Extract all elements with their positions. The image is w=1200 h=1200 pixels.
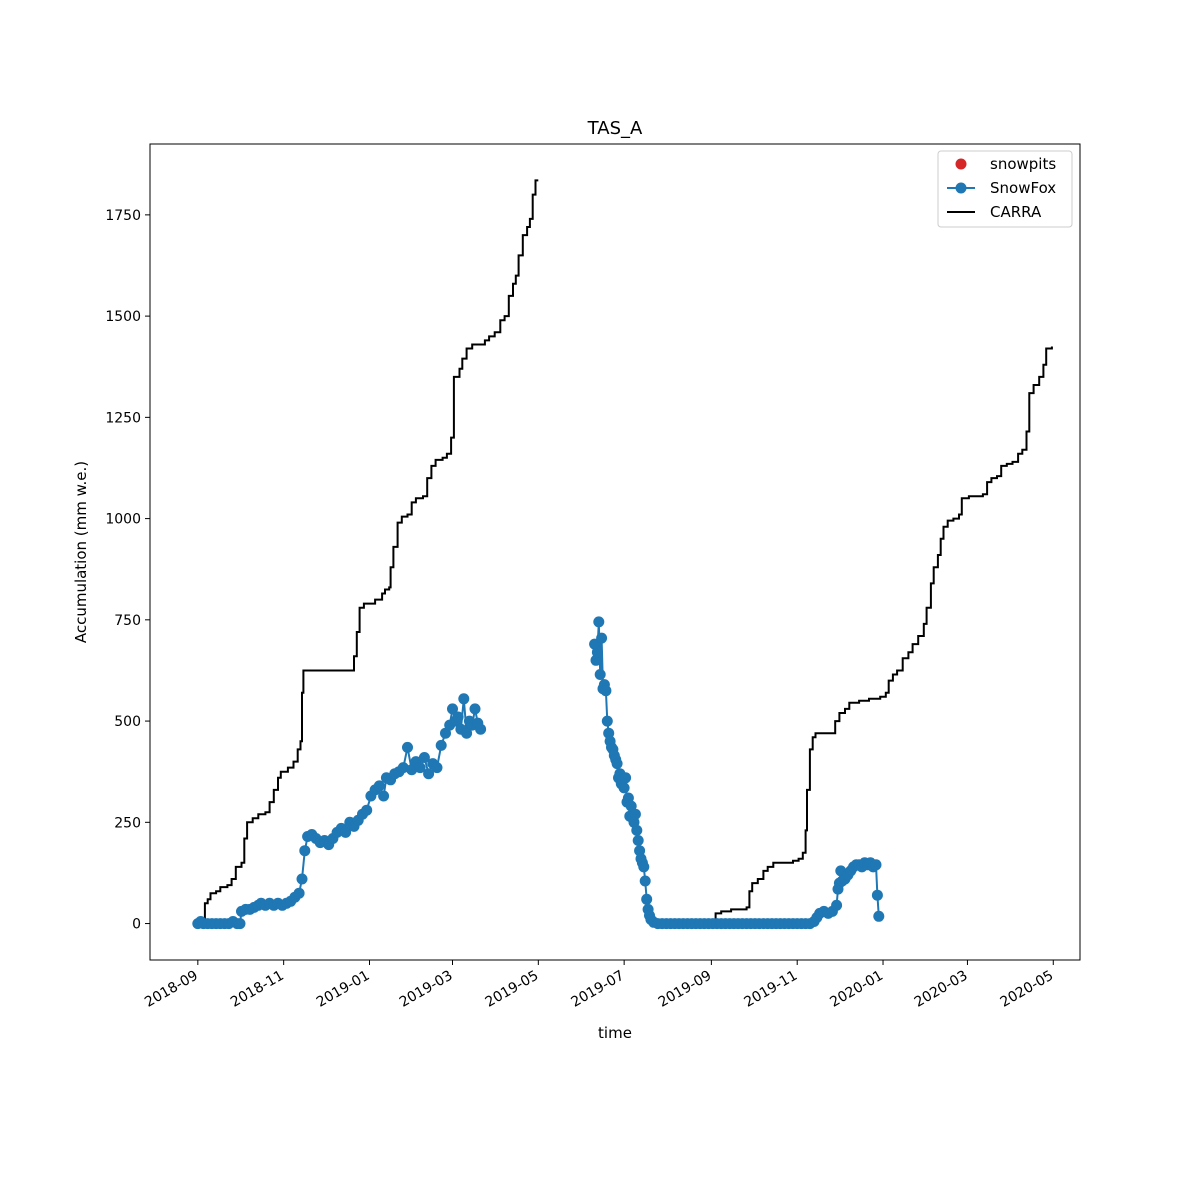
x-axis-label: time <box>598 1024 632 1042</box>
snowfox-point <box>611 758 623 770</box>
plot-frame <box>149 143 1081 961</box>
legend-snowfox-label: SnowFox <box>990 179 1056 197</box>
snowfox-point <box>632 835 644 846</box>
snowfox-point <box>475 723 487 735</box>
y-tick-label: 500 <box>114 714 141 730</box>
plot-area <box>150 144 1080 960</box>
snowfox-point <box>638 861 650 873</box>
carra-line <box>667 346 1053 925</box>
snowfox-point <box>440 727 451 739</box>
snowfox-point <box>418 752 430 763</box>
snowfox-point <box>431 762 443 774</box>
snowfox-point <box>873 910 885 922</box>
snowfox-point <box>293 887 305 899</box>
carra-line <box>197 179 539 925</box>
snowfox-point <box>601 715 613 727</box>
snowfox-point <box>631 824 643 836</box>
snowfox-point <box>603 727 615 739</box>
snowfox-point <box>641 893 653 905</box>
chart-title: TAS_A <box>587 118 643 139</box>
snowfox-point <box>296 873 308 885</box>
legend: snowpits SnowFox CARRA <box>937 150 1073 228</box>
snowfox-point <box>629 808 641 820</box>
y-axis-ticks: 0 250 500 750 1000 1250 1500 1750 <box>105 208 150 933</box>
snowfox-point <box>402 741 413 753</box>
snowfox-point <box>373 780 385 792</box>
snowfox-point <box>625 800 637 812</box>
snowfox-point <box>452 711 464 723</box>
legend-snowpits-label: snowpits <box>990 155 1056 173</box>
snowfox-point <box>634 845 646 857</box>
snowfox-point <box>593 616 605 628</box>
y-tick-label: 1750 <box>105 208 141 224</box>
snowfox-point <box>458 693 470 705</box>
y-tick-label: 1500 <box>105 309 141 325</box>
snowfox-point <box>591 646 603 658</box>
legend-carra-label: CARRA <box>990 203 1042 221</box>
snowfox-point <box>423 768 435 780</box>
snowfox-point <box>469 703 481 715</box>
snowfox-point <box>594 669 606 680</box>
snowfox-point <box>461 727 473 739</box>
data-layer <box>192 179 1053 930</box>
snowfox-point <box>435 739 447 751</box>
snowfox-point <box>234 918 246 930</box>
y-tick-label: 1250 <box>105 410 141 426</box>
snowfox-point <box>620 772 632 784</box>
snowfox-point <box>596 632 608 644</box>
y-axis-label: Accumulation (mm w.e.) <box>72 461 90 643</box>
snowfox-point <box>600 685 612 697</box>
snowfox-point <box>831 899 843 911</box>
y-tick-label: 250 <box>114 815 141 831</box>
snowfox-point <box>299 845 311 857</box>
snowfox-point <box>590 654 602 666</box>
snowfox-point <box>378 790 390 802</box>
snowfox-point <box>618 782 630 794</box>
snowfox-point <box>340 826 352 838</box>
snowfox-point <box>870 859 882 871</box>
legend-snowpits-marker <box>955 158 967 170</box>
snowfox-point <box>871 889 883 901</box>
snowfox-point <box>397 762 409 774</box>
legend-snowfox-marker <box>955 182 967 194</box>
y-tick-label: 1000 <box>105 512 141 528</box>
snowfox-point <box>361 804 373 816</box>
snowfox-point <box>639 875 651 887</box>
y-tick-label: 750 <box>114 613 141 629</box>
snowfox-point <box>447 703 458 715</box>
legend-box <box>937 150 1073 228</box>
snowfox-point <box>414 762 426 774</box>
y-tick-label: 0 <box>132 917 141 933</box>
snowfox-point <box>406 764 418 776</box>
